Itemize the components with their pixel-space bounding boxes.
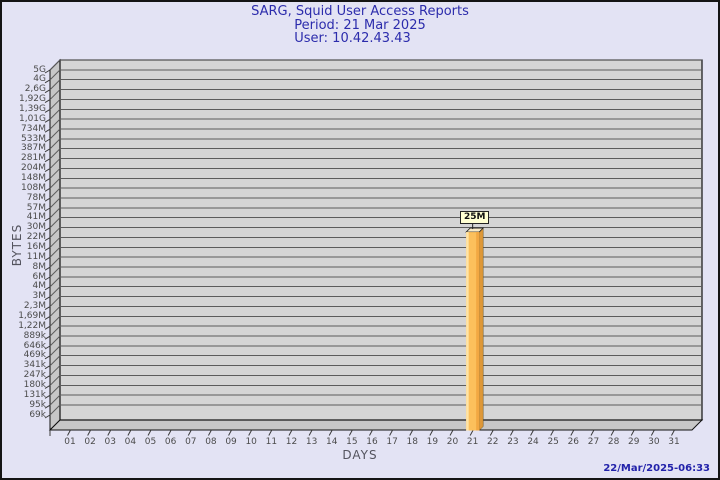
chart-user: User: 10.42.43.43 bbox=[294, 31, 411, 46]
y-tick-label: 341k bbox=[23, 360, 46, 371]
y-tick-label: 533M bbox=[21, 133, 46, 144]
x-tick-label: 30 bbox=[648, 437, 660, 447]
x-tick-label: 10 bbox=[245, 437, 257, 447]
x-tick-label: 27 bbox=[587, 437, 600, 447]
y-tick-label: 469k bbox=[23, 350, 46, 361]
x-tick-label: 13 bbox=[305, 437, 318, 447]
y-tick-label: 387M bbox=[21, 143, 46, 154]
x-tick-label: 05 bbox=[144, 437, 157, 447]
x-tick-label: 16 bbox=[366, 437, 378, 447]
x-tick-label: 09 bbox=[225, 437, 237, 447]
y-tick-label: 247k bbox=[23, 370, 46, 381]
x-tick-label: 04 bbox=[124, 437, 137, 447]
y-tick-label: 57M bbox=[26, 202, 46, 213]
y-tick-label: 3M bbox=[32, 291, 47, 302]
y-tick-label: 281M bbox=[21, 153, 46, 164]
bar-front-face bbox=[466, 232, 480, 431]
chart-period: Period: 21 Mar 2025 bbox=[294, 17, 426, 33]
x-tick-label: 24 bbox=[527, 437, 539, 447]
bar-side-face bbox=[478, 227, 484, 432]
x-tick-label: 28 bbox=[607, 437, 620, 447]
x-tick-label: 21 bbox=[466, 437, 479, 447]
x-tick-label: 07 bbox=[185, 437, 197, 447]
x-tick-label: 02 bbox=[84, 437, 96, 447]
y-tick-label: 8M bbox=[32, 261, 47, 272]
x-tick-label: 06 bbox=[164, 437, 177, 447]
y-tick-label: 16M bbox=[26, 241, 46, 252]
y-tick-label: 2,6G bbox=[24, 84, 46, 95]
x-tick-label: 20 bbox=[446, 437, 459, 447]
y-tick-label: 1,01G bbox=[18, 113, 46, 124]
x-tick-label: 12 bbox=[285, 437, 298, 447]
y-tick-label: 95k bbox=[29, 399, 46, 410]
y-tick-label: 5G bbox=[33, 64, 46, 75]
y-tick-label: 889k bbox=[23, 330, 46, 341]
x-tick-label: 31 bbox=[668, 437, 680, 447]
y-tick-label: 148M bbox=[21, 172, 46, 183]
y-tick-label: 6M bbox=[32, 271, 47, 282]
y-tick-label: 11M bbox=[26, 251, 46, 262]
y-tick-label: 131k bbox=[23, 389, 46, 400]
y-tick-label: 4G bbox=[33, 74, 46, 85]
x-tick-label: 22 bbox=[487, 437, 499, 447]
y-tick-label: 108M bbox=[21, 182, 46, 193]
grid-lines bbox=[44, 59, 702, 419]
y-tick-label: 69k bbox=[29, 409, 46, 420]
y-tick-label: 30M bbox=[26, 222, 46, 233]
chart-title: SARG, Squid User Access Reports bbox=[251, 4, 469, 19]
bar-value-label: 25M bbox=[460, 211, 490, 224]
y-tick-label: 78M bbox=[26, 192, 46, 203]
y-tick-label: 1,92G bbox=[18, 94, 46, 105]
y-tick-label: 2,3M bbox=[23, 301, 46, 312]
chart-subtitle-block: Period: 21 Mar 2025 User: 10.42.43.43 bbox=[294, 17, 426, 46]
x-tick-label: 15 bbox=[346, 437, 358, 447]
y-tick-label: 734M bbox=[21, 123, 46, 134]
x-tick-label: 14 bbox=[325, 437, 338, 447]
x-axis-title: DAYS bbox=[342, 448, 378, 462]
y-tick-label: 22M bbox=[26, 232, 46, 243]
y-tick-label: 180k bbox=[23, 379, 46, 390]
x-tick-label: 29 bbox=[627, 437, 640, 447]
y-tick-label: 41M bbox=[26, 212, 46, 223]
y-tick-label: 1,69M bbox=[18, 310, 46, 321]
y-tick-label: 1,39G bbox=[18, 103, 46, 114]
x-tick-label: 03 bbox=[104, 437, 116, 447]
x-tick-label: 26 bbox=[567, 437, 580, 447]
x-tick-label: 25 bbox=[547, 437, 559, 447]
x-tick-label: 11 bbox=[265, 437, 278, 447]
x-tick-label: 18 bbox=[406, 437, 418, 447]
x-tick-label: 19 bbox=[426, 437, 439, 447]
x-tick-label: 23 bbox=[507, 437, 519, 447]
chart-3d-box bbox=[48, 58, 704, 432]
y-tick-label: 4M bbox=[32, 281, 47, 292]
y-axis-title: BYTES bbox=[10, 223, 24, 267]
generation-timestamp: 22/Mar/2025-06:33 bbox=[603, 463, 710, 474]
chart-header: SARG, Squid User Access Reports Period: … bbox=[2, 5, 718, 46]
bars bbox=[465, 224, 485, 432]
x-axis-ticks bbox=[49, 429, 675, 436]
y-tick-label: 204M bbox=[21, 163, 46, 174]
y-tick-label: 646k bbox=[23, 340, 46, 351]
y-tick-label: 1,22M bbox=[18, 320, 46, 331]
x-tick-label: 01 bbox=[64, 437, 76, 447]
x-tick-label: 08 bbox=[205, 437, 217, 447]
x-tick-label: 17 bbox=[386, 437, 398, 447]
